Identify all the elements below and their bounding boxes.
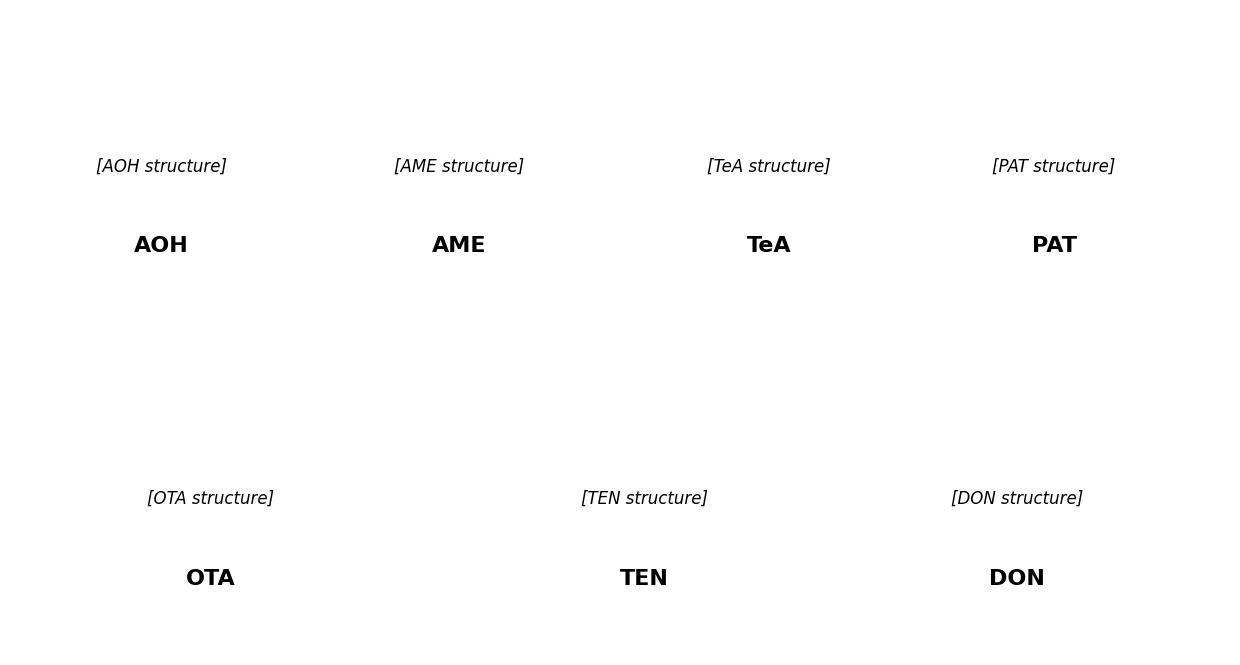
- Text: [OTA structure]: [OTA structure]: [148, 489, 274, 508]
- Text: TeA: TeA: [746, 236, 791, 256]
- Text: [DON structure]: [DON structure]: [951, 489, 1083, 508]
- Text: AOH: AOH: [134, 236, 188, 256]
- Text: PAT: PAT: [1032, 236, 1076, 256]
- Text: [AOH structure]: [AOH structure]: [95, 157, 227, 176]
- Text: AME: AME: [432, 236, 486, 256]
- Text: [TeA structure]: [TeA structure]: [707, 157, 831, 176]
- Text: [PAT structure]: [PAT structure]: [992, 157, 1116, 176]
- Text: [TEN structure]: [TEN structure]: [582, 489, 708, 508]
- Text: OTA: OTA: [186, 569, 236, 589]
- Text: [AME structure]: [AME structure]: [393, 157, 525, 176]
- Text: DON: DON: [988, 569, 1045, 589]
- Text: TEN: TEN: [620, 569, 670, 589]
